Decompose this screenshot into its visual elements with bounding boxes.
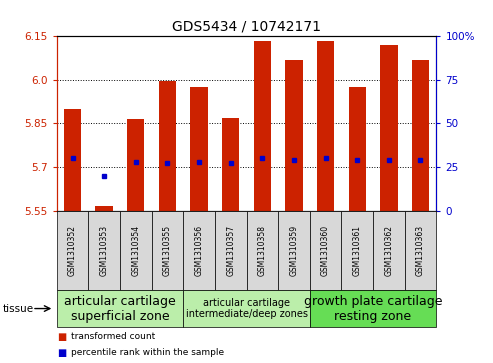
Bar [405,211,436,290]
Bar [222,118,240,211]
Text: GSM1310354: GSM1310354 [131,225,141,276]
Bar [183,290,310,327]
Text: transformed count: transformed count [71,332,156,341]
Text: GSM1310353: GSM1310353 [100,225,108,276]
Bar [183,211,215,290]
Text: GSM1310358: GSM1310358 [258,225,267,276]
Bar [57,290,183,327]
Bar [412,60,429,211]
Bar [88,211,120,290]
Bar [285,60,303,211]
Bar [215,211,246,290]
Bar [317,41,334,211]
Text: ■: ■ [57,348,66,358]
Text: tissue: tissue [2,303,34,314]
Bar [380,45,397,211]
Text: GSM1310361: GSM1310361 [352,225,362,276]
Bar [152,211,183,290]
Text: GSM1310362: GSM1310362 [385,225,393,276]
Bar [127,119,144,211]
Bar [341,211,373,290]
Text: GSM1310360: GSM1310360 [321,225,330,276]
Bar [57,211,88,290]
Bar [159,81,176,211]
Text: articular cartilage
intermediate/deep zones: articular cartilage intermediate/deep zo… [185,298,308,319]
Bar [64,109,81,211]
Bar [278,211,310,290]
Bar [310,290,436,327]
Text: GSM1310356: GSM1310356 [195,225,204,276]
Bar [120,211,152,290]
Text: growth plate cartilage
resting zone: growth plate cartilage resting zone [304,294,442,323]
Bar [373,211,405,290]
Text: GSM1310363: GSM1310363 [416,225,425,276]
Text: GSM1310357: GSM1310357 [226,225,235,276]
Text: ■: ■ [57,331,66,342]
Bar [310,211,341,290]
Text: percentile rank within the sample: percentile rank within the sample [71,348,225,357]
Bar [96,206,113,211]
Bar [253,41,271,211]
Text: articular cartilage
superficial zone: articular cartilage superficial zone [64,294,176,323]
Text: GSM1310359: GSM1310359 [289,225,298,276]
Bar [349,87,366,211]
Bar [190,87,208,211]
Title: GDS5434 / 10742171: GDS5434 / 10742171 [172,20,321,34]
Text: GSM1310355: GSM1310355 [163,225,172,276]
Text: GSM1310352: GSM1310352 [68,225,77,276]
Bar [246,211,278,290]
